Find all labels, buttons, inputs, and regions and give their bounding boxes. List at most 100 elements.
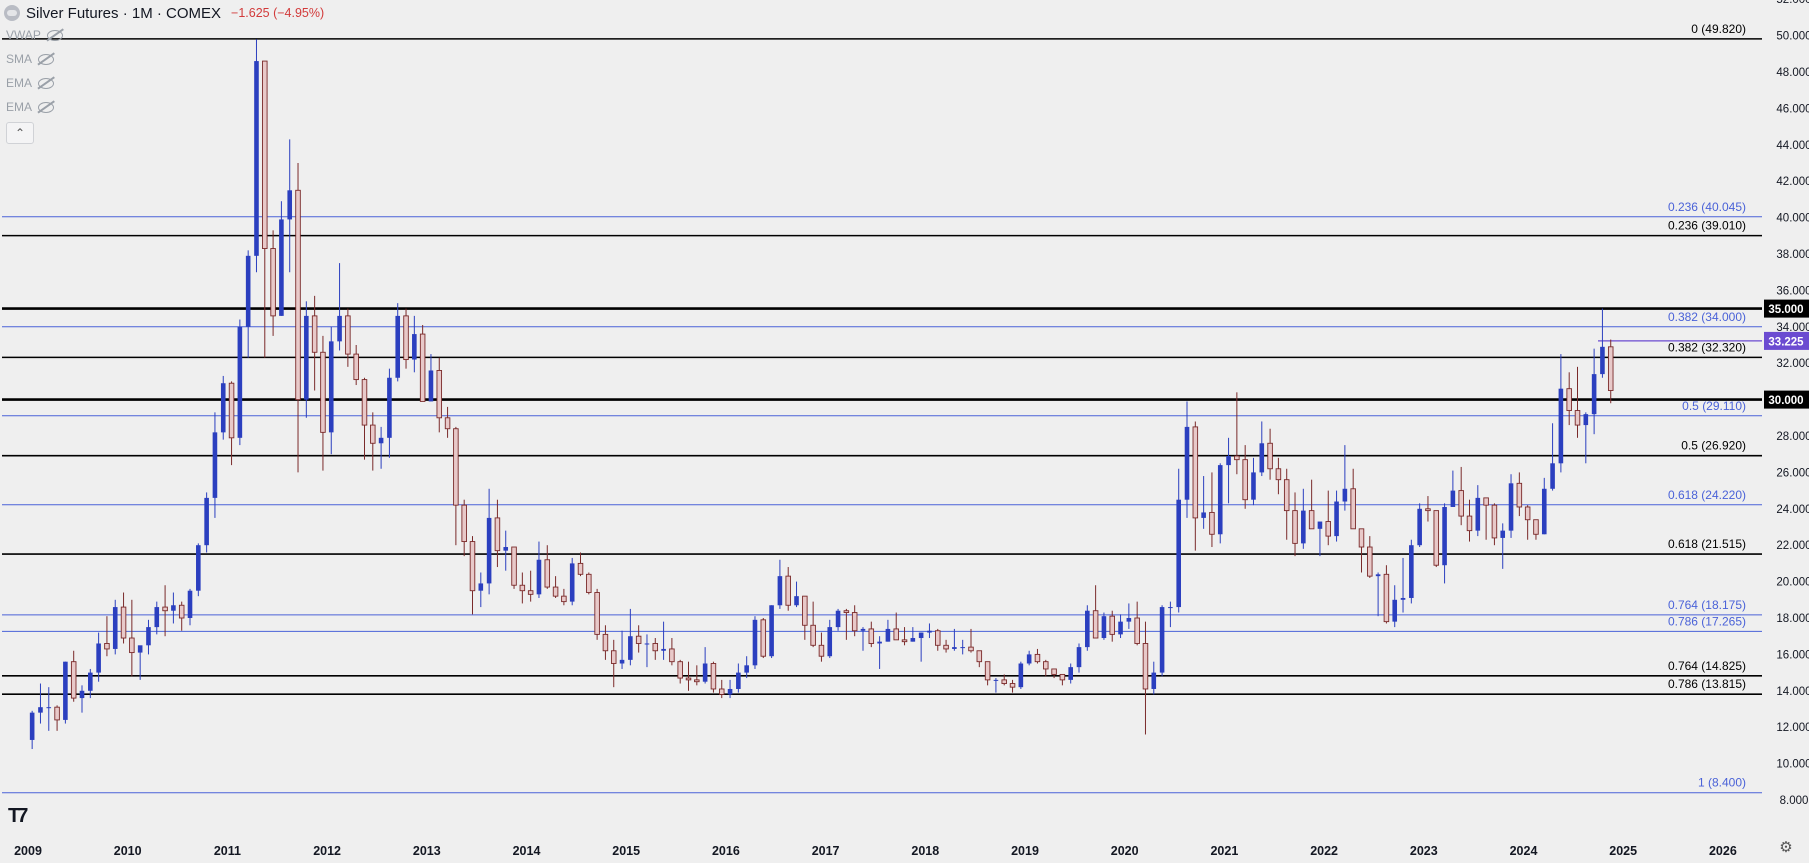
- x-tick-label: 2010: [114, 844, 142, 858]
- x-tick-label: 2011: [214, 844, 241, 858]
- indicator-label: SMA: [6, 52, 33, 66]
- candle-body: [63, 661, 68, 720]
- candle-body: [1226, 456, 1231, 466]
- candle-body: [29, 712, 35, 740]
- candle-body: [677, 661, 683, 679]
- candle-body: [1018, 663, 1024, 688]
- y-tick-label: 10.000: [1776, 759, 1809, 771]
- tradingview-logo-icon[interactable]: T7: [8, 805, 28, 827]
- fib-level-label: 0.786 (17.265): [1668, 614, 1746, 628]
- candle-body: [868, 628, 875, 644]
- candle-body: [237, 326, 243, 438]
- candle-body: [710, 663, 717, 690]
- candle-body: [1583, 414, 1589, 426]
- candle-body: [1375, 574, 1381, 577]
- eye-hidden-icon[interactable]: [38, 77, 55, 89]
- candle-body: [154, 607, 160, 628]
- candle-body: [769, 605, 774, 657]
- x-tick-label: 2016: [712, 844, 740, 858]
- candle-body: [403, 315, 409, 361]
- candle-body: [328, 341, 334, 433]
- candle-body: [120, 606, 127, 639]
- y-tick-label: 40.000: [1776, 213, 1809, 225]
- candle-body: [1283, 479, 1290, 512]
- candle-body: [669, 648, 675, 663]
- indicator-sma[interactable]: SMA: [6, 52, 55, 66]
- x-tick-label: 2019: [1011, 844, 1039, 858]
- price-change: −1.625 (−4.95%): [231, 6, 325, 20]
- eye-hidden-icon[interactable]: [46, 29, 63, 41]
- candle-body: [1059, 673, 1066, 681]
- candle-body: [1001, 679, 1007, 684]
- y-tick-label: 8.000: [1780, 795, 1809, 807]
- candle-body: [270, 248, 276, 317]
- candle-body: [785, 575, 791, 606]
- candle-body: [295, 189, 301, 401]
- gear-icon[interactable]: ⚙: [1779, 839, 1793, 856]
- candle-body: [1259, 443, 1265, 473]
- y-tick-label: 26.000: [1776, 467, 1809, 479]
- eye-hidden-icon[interactable]: [38, 53, 55, 65]
- candle-body: [196, 545, 201, 591]
- candle-body: [1433, 510, 1440, 566]
- fib-level-label: 0.786 (13.815): [1668, 677, 1746, 691]
- candle-body: [685, 677, 692, 681]
- candle-body: [1350, 488, 1356, 530]
- candle-body: [279, 219, 284, 316]
- candle-body: [727, 688, 733, 695]
- collapse-indicators-button[interactable]: ⌃: [6, 122, 34, 144]
- candle-body: [718, 688, 725, 695]
- candle-body: [137, 645, 143, 653]
- y-tick-label: 32.000: [1776, 358, 1809, 370]
- candle-body: [146, 627, 151, 646]
- candle-body: [1383, 573, 1390, 623]
- level-price-tag: [1764, 390, 1809, 409]
- indicator-vwap[interactable]: VWAP: [6, 28, 63, 42]
- indicator-ema-2[interactable]: EMA: [6, 100, 55, 114]
- candle-body: [644, 643, 650, 645]
- x-tick-label: 2014: [513, 844, 541, 858]
- candle-body: [910, 638, 916, 642]
- y-tick-label: 34.000: [1776, 322, 1809, 334]
- x-tick-label: 2023: [1410, 844, 1438, 858]
- candle-body: [1168, 607, 1173, 609]
- candles: [29, 39, 1614, 750]
- x-tick-label: 2025: [1609, 844, 1637, 858]
- candle-body: [935, 630, 941, 646]
- candle-body: [337, 315, 342, 342]
- candle-body: [1317, 521, 1323, 529]
- candle-body: [428, 370, 434, 402]
- candle-body: [511, 546, 517, 586]
- candle-body: [387, 377, 392, 438]
- candle-body: [1533, 519, 1539, 535]
- indicator-ema[interactable]: EMA: [6, 76, 55, 90]
- candle-body: [1524, 506, 1531, 521]
- candle-body: [187, 590, 193, 618]
- chevron-up-icon: ⌃: [14, 126, 26, 140]
- candle-body: [419, 333, 426, 402]
- candle-body: [129, 637, 135, 654]
- candle-body: [893, 628, 899, 641]
- candle-body: [461, 504, 467, 543]
- candle-body: [527, 590, 534, 595]
- candle-body: [586, 573, 592, 593]
- candle-body: [968, 646, 974, 652]
- x-tick-label: 2022: [1310, 844, 1338, 858]
- eye-hidden-icon[interactable]: [38, 101, 55, 113]
- chart-title: Silver Futures · 1M · COMEX: [26, 4, 222, 22]
- fib-level-label: 0.236 (39.010): [1668, 219, 1746, 233]
- candle-body: [619, 659, 625, 664]
- y-tick-label: 36.000: [1776, 285, 1809, 297]
- candle-body: [96, 643, 101, 673]
- candle-body: [835, 610, 841, 628]
- candle-body: [453, 428, 459, 506]
- candle-body: [1026, 654, 1032, 664]
- candle-body: [361, 379, 368, 426]
- candle-body: [1076, 647, 1082, 668]
- candle-body: [1483, 497, 1489, 506]
- y-tick-label: 38.000: [1776, 249, 1809, 261]
- candle-body: [320, 351, 326, 433]
- x-axis: 2009 2010 2011 2012 2013 2014 2015 2016 2017 2018…: [14, 844, 1737, 858]
- indicator-label: EMA: [6, 100, 33, 114]
